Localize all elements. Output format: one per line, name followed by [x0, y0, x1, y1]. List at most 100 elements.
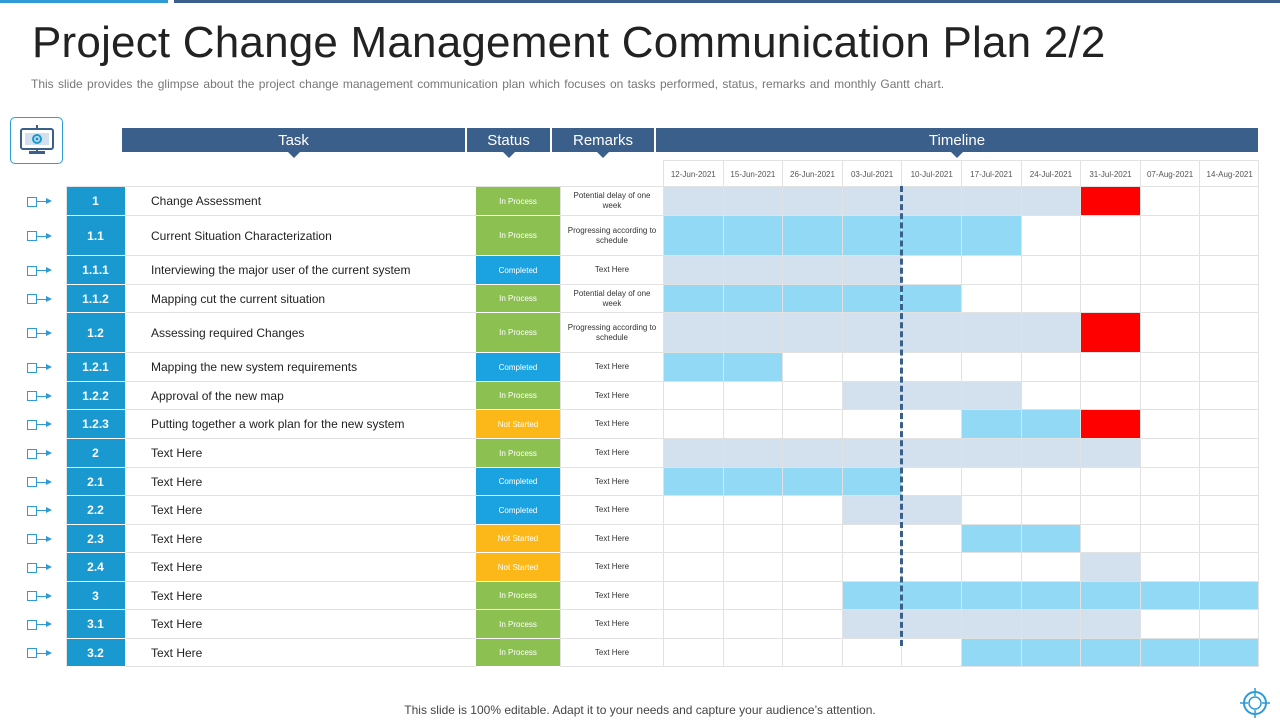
gantt-bar-cell: [722, 285, 783, 313]
task-name: Text Here: [125, 468, 476, 496]
timeline-date: 03-Jul-2021: [841, 160, 902, 187]
header-remarks: Remarks: [552, 128, 654, 158]
task-name: Mapping the new system requirements: [125, 353, 476, 382]
gantt-empty-cell: [1139, 256, 1200, 285]
gantt-bar-cell: [841, 285, 902, 313]
gantt-empty-cell: [1199, 382, 1259, 410]
task-number: 1.1: [66, 216, 125, 256]
gantt-empty-cell: [1020, 382, 1081, 410]
timeline-date: 12-Jun-2021: [663, 160, 723, 187]
gantt-empty-cell: [1020, 285, 1081, 313]
gantt-bar-cell: [1020, 639, 1081, 667]
remark-text: Text Here: [560, 582, 663, 610]
task-number: 1.2.3: [66, 410, 125, 439]
gantt-empty-cell: [961, 353, 1021, 382]
gantt-empty-cell: [1139, 216, 1200, 256]
task-number: 2.4: [66, 553, 125, 582]
gantt-bar-cell: [1020, 410, 1081, 439]
gantt-empty-cell: [1139, 610, 1200, 639]
remark-text: Progressing according to schedule: [560, 216, 663, 256]
gantt-bar-cell: [961, 313, 1021, 353]
gantt-bar-cell: [782, 313, 842, 353]
gantt-empty-cell: [722, 382, 783, 410]
gantt-bar-cell: [1139, 639, 1200, 667]
gantt-bar-cell: [722, 216, 783, 256]
task-name: Text Here: [125, 553, 476, 582]
row-connector-icon: [27, 294, 53, 304]
gantt-empty-cell: [901, 468, 961, 496]
gantt-bar-cell: [961, 187, 1021, 216]
remark-text: Progressing according to schedule: [560, 313, 663, 353]
gantt-empty-cell: [782, 410, 842, 439]
gantt-bar-cell: [1199, 582, 1259, 610]
status-badge: In Process: [476, 216, 560, 256]
gantt-bar-cell: [1080, 313, 1140, 353]
header-status: Status: [467, 128, 550, 158]
gantt-bar-cell: [1020, 610, 1081, 639]
project-logo-icon: [10, 117, 63, 164]
gantt-empty-cell: [961, 285, 1021, 313]
timeline-date: 07-Aug-2021: [1139, 160, 1200, 187]
gantt-bar-cell: [841, 439, 902, 468]
gantt-empty-cell: [782, 553, 842, 582]
gantt-empty-cell: [1199, 610, 1259, 639]
header-timeline: Timeline: [656, 128, 1258, 158]
gantt-empty-cell: [1199, 553, 1259, 582]
gantt-bar-cell: [1080, 410, 1140, 439]
row-connector-icon: [27, 619, 53, 630]
gantt-bar-cell: [1020, 525, 1081, 553]
status-badge: Not Started: [476, 553, 560, 582]
remark-text: Text Here: [560, 553, 663, 582]
gantt-empty-cell: [782, 639, 842, 667]
gantt-empty-cell: [722, 639, 783, 667]
gantt-bar-cell: [901, 610, 961, 639]
row-connector-icon: [27, 419, 53, 430]
row-connector-icon: [27, 362, 53, 373]
remark-text: Text Here: [560, 439, 663, 468]
gantt-empty-cell: [1199, 353, 1259, 382]
gantt-bar-cell: [1020, 582, 1081, 610]
gantt-bar-cell: [782, 468, 842, 496]
gantt-empty-cell: [1139, 353, 1200, 382]
gantt-bar-cell: [663, 468, 723, 496]
grid-top-line: [66, 186, 1258, 187]
gantt-empty-cell: [1080, 382, 1140, 410]
gantt-empty-cell: [841, 639, 902, 667]
gantt-bar-cell: [901, 285, 961, 313]
gantt-empty-cell: [782, 382, 842, 410]
remark-text: Text Here: [560, 468, 663, 496]
remark-text: Text Here: [560, 410, 663, 439]
gantt-bar-cell: [722, 439, 783, 468]
gantt-bar-cell: [901, 496, 961, 525]
gantt-empty-cell: [1080, 525, 1140, 553]
gantt-bar-cell: [961, 610, 1021, 639]
gantt-empty-cell: [1080, 285, 1140, 313]
remark-text: Text Here: [560, 382, 663, 410]
timeline-date: 26-Jun-2021: [782, 160, 842, 187]
gantt-empty-cell: [1080, 468, 1140, 496]
gantt-empty-cell: [841, 353, 902, 382]
gantt-empty-cell: [901, 353, 961, 382]
task-number: 1: [66, 187, 125, 216]
task-name: Assessing required Changes: [125, 313, 476, 353]
gantt-bar-cell: [722, 313, 783, 353]
gantt-empty-cell: [901, 256, 961, 285]
gantt-empty-cell: [663, 525, 723, 553]
gantt-empty-cell: [1139, 525, 1200, 553]
gantt-empty-cell: [1199, 216, 1259, 256]
gantt-empty-cell: [961, 553, 1021, 582]
gantt-bar-cell: [841, 610, 902, 639]
task-number: 1.2.2: [66, 382, 125, 410]
task-name: Current Situation Characterization: [125, 216, 476, 256]
gantt-bar-cell: [722, 468, 783, 496]
gantt-bar-cell: [901, 439, 961, 468]
task-name: Text Here: [125, 496, 476, 525]
gantt-bar-cell: [1080, 610, 1140, 639]
status-badge: In Process: [476, 610, 560, 639]
status-badge: In Process: [476, 382, 560, 410]
gantt-empty-cell: [1139, 313, 1200, 353]
task-number: 3: [66, 582, 125, 610]
gantt-empty-cell: [663, 610, 723, 639]
gantt-empty-cell: [1139, 553, 1200, 582]
gantt-bar-cell: [961, 582, 1021, 610]
